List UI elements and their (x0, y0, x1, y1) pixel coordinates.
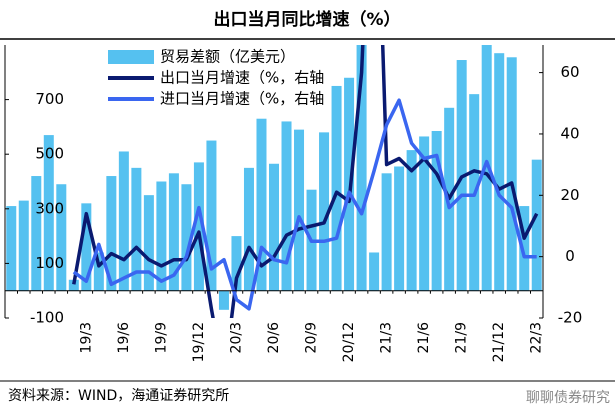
bar (481, 45, 492, 291)
x-tick-label: 21/12 (491, 322, 507, 362)
bar (519, 206, 530, 291)
x-tick-label: 21/3 (379, 322, 395, 353)
legend-label: 贸易差额（亿美元） (160, 48, 295, 66)
bar (431, 130, 442, 291)
bar (18, 200, 29, 291)
bar (106, 176, 117, 291)
y-tick-label: -100 (30, 309, 64, 327)
bar (93, 252, 104, 291)
y2-tick-label: 0 (565, 247, 575, 265)
bar (131, 167, 142, 291)
bar (218, 290, 229, 310)
y2-tick-label: 60 (560, 63, 579, 81)
y-tick-label: 700 (35, 90, 64, 108)
legend-label: 出口当月增速（%，右轴 (160, 69, 324, 87)
x-tick-label: 21/6 (416, 322, 432, 354)
bar (381, 173, 392, 291)
y-tick-label: 300 (35, 199, 64, 217)
legend-swatch (108, 50, 154, 64)
y2-tick-label: 20 (560, 186, 579, 204)
bar (294, 129, 305, 291)
x-tick-label: 20/6 (266, 322, 282, 354)
bar (143, 195, 154, 291)
bar (181, 184, 192, 291)
bar (369, 252, 380, 291)
legend-label: 进口当月增速（%，右轴 (160, 90, 324, 108)
bar (331, 85, 342, 291)
bar (256, 118, 267, 291)
bar (156, 181, 167, 291)
bar (31, 176, 42, 291)
x-tick-label: 19/12 (191, 322, 207, 362)
bar (531, 159, 542, 291)
bar (268, 163, 280, 291)
watermark: 聊聊债券研究 (526, 390, 610, 406)
line (72, 98, 537, 311)
x-tick-label: 19/9 (153, 322, 169, 353)
bar (419, 136, 430, 291)
x-tick-label: 22/3 (529, 322, 545, 353)
bar (406, 150, 417, 291)
bar (118, 151, 129, 291)
x-tick-label: 20/12 (341, 322, 357, 362)
bar (394, 166, 405, 291)
bar (281, 121, 292, 291)
bar (206, 140, 217, 291)
bar (243, 167, 254, 291)
bar (81, 203, 92, 291)
bar (168, 173, 179, 291)
x-tick-label: 19/3 (78, 322, 94, 353)
x-tick-label: 20/3 (228, 322, 244, 353)
bar (506, 57, 517, 291)
lines (72, 45, 539, 318)
bar (356, 45, 367, 291)
y2-tick-label: -20 (558, 309, 583, 327)
x-tick-label: 20/9 (304, 322, 320, 353)
bar (6, 206, 17, 291)
chart-title: 出口当月同比增速（%） (213, 9, 400, 30)
y2-tick-label: 40 (560, 124, 579, 142)
x-tick-label: 21/9 (454, 322, 470, 353)
bar (193, 162, 204, 291)
source: 资料来源：WIND，海通证券研究所 (8, 388, 229, 404)
bar (43, 135, 54, 291)
bar (56, 184, 67, 291)
y-tick-label: 100 (35, 254, 64, 272)
bar (494, 53, 505, 291)
bar (68, 279, 79, 291)
bar (231, 236, 242, 291)
x-tick-label: 19/6 (116, 322, 132, 354)
bar (319, 132, 330, 291)
y-tick-label: 500 (35, 145, 64, 163)
